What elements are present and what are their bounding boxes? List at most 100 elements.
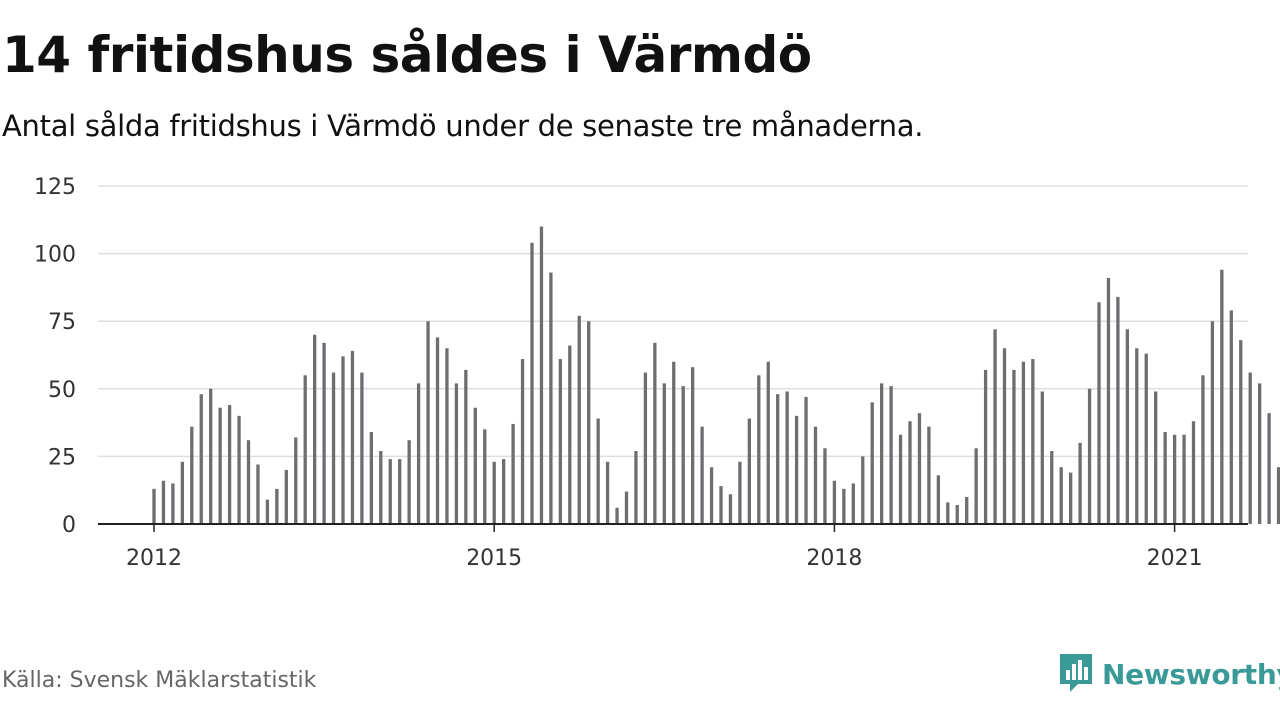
bar <box>369 432 373 524</box>
bar <box>851 483 855 524</box>
x-axis: 20122015201820212023 <box>98 523 1248 571</box>
bar <box>1248 372 1252 524</box>
bar <box>549 272 553 524</box>
bar <box>265 499 270 524</box>
bar <box>1069 472 1073 524</box>
bar <box>898 434 903 524</box>
bar <box>1144 353 1148 524</box>
bar <box>700 426 704 524</box>
bar <box>917 413 922 524</box>
bar <box>672 361 676 524</box>
bar <box>1078 442 1082 524</box>
bar <box>303 375 307 524</box>
bar <box>1258 383 1262 524</box>
bar <box>1021 361 1026 524</box>
bar <box>653 342 657 524</box>
bar <box>511 423 515 524</box>
bar <box>435 337 440 524</box>
bar <box>379 450 383 524</box>
bar <box>350 350 355 524</box>
bar <box>936 475 940 524</box>
bar <box>331 372 336 524</box>
bar <box>691 367 695 524</box>
bar <box>861 456 865 524</box>
x-tick-label: 2021 <box>1147 546 1203 571</box>
y-tick-label: 0 <box>62 513 76 538</box>
bar <box>870 402 874 524</box>
bar <box>747 418 751 524</box>
bar <box>1135 348 1139 524</box>
bar <box>1220 269 1224 524</box>
bar <box>662 383 666 524</box>
bar <box>445 348 449 524</box>
bar <box>1106 277 1111 524</box>
bar <box>398 459 402 524</box>
brand-name: Newsworthy <box>1102 657 1280 691</box>
bar <box>256 464 260 524</box>
bar <box>1087 388 1092 524</box>
bar <box>237 415 241 524</box>
y-tick-label: 50 <box>48 378 76 403</box>
bar <box>161 480 166 524</box>
bar <box>993 329 997 524</box>
bar <box>218 407 222 524</box>
bar <box>908 421 912 524</box>
bar <box>842 488 846 524</box>
bar <box>785 391 789 524</box>
bar-chart-speech-bubble-icon <box>1060 654 1092 692</box>
bar <box>681 386 685 524</box>
bar <box>1040 391 1044 524</box>
bar <box>823 448 827 524</box>
bar <box>294 437 298 524</box>
bar <box>1050 450 1054 524</box>
bar <box>1059 467 1063 524</box>
bar <box>530 242 534 524</box>
y-tick-label: 100 <box>34 243 76 268</box>
brand-logo: Newsworthy <box>1058 652 1280 696</box>
bar <box>1210 321 1215 524</box>
bar <box>483 429 487 524</box>
bar <box>1154 391 1158 524</box>
bar <box>955 505 959 524</box>
bar <box>776 394 780 524</box>
bar <box>568 345 572 524</box>
bar <box>426 321 430 524</box>
y-tick-label: 125 <box>34 175 76 200</box>
source-note: Källa: Svensk Mäklarstatistik <box>2 668 317 693</box>
y-axis: 0 25 50 75 100 125 <box>34 175 76 538</box>
bar <box>284 469 288 524</box>
bar <box>1201 375 1205 524</box>
bar <box>539 226 544 524</box>
bar <box>520 359 525 524</box>
bar <box>766 361 770 524</box>
bar <box>199 394 203 524</box>
bar <box>615 507 619 524</box>
bar <box>1267 413 1271 524</box>
bar <box>407 440 411 524</box>
y-tick-label: 25 <box>48 445 76 470</box>
bar <box>1229 310 1233 524</box>
bar <box>492 461 496 524</box>
bar <box>634 450 638 524</box>
bar <box>275 488 279 524</box>
bar <box>180 461 184 524</box>
bar <box>1239 340 1243 524</box>
bar <box>889 386 893 524</box>
bar <box>1031 359 1035 524</box>
bar <box>209 388 213 524</box>
bar <box>596 418 600 524</box>
bar <box>709 467 714 524</box>
bar <box>473 407 477 524</box>
bar <box>416 383 421 524</box>
bar <box>880 383 884 524</box>
y-tick-label: 75 <box>48 310 76 335</box>
bar <box>502 459 506 524</box>
bar <box>794 415 799 524</box>
chart-subtitle: Antal sålda fritidshus i Värmdö under de… <box>2 109 924 143</box>
bar <box>227 405 232 524</box>
bar <box>171 483 175 524</box>
bars <box>152 226 1280 524</box>
bar <box>832 480 837 524</box>
bar <box>360 372 364 524</box>
bar <box>1116 296 1120 524</box>
